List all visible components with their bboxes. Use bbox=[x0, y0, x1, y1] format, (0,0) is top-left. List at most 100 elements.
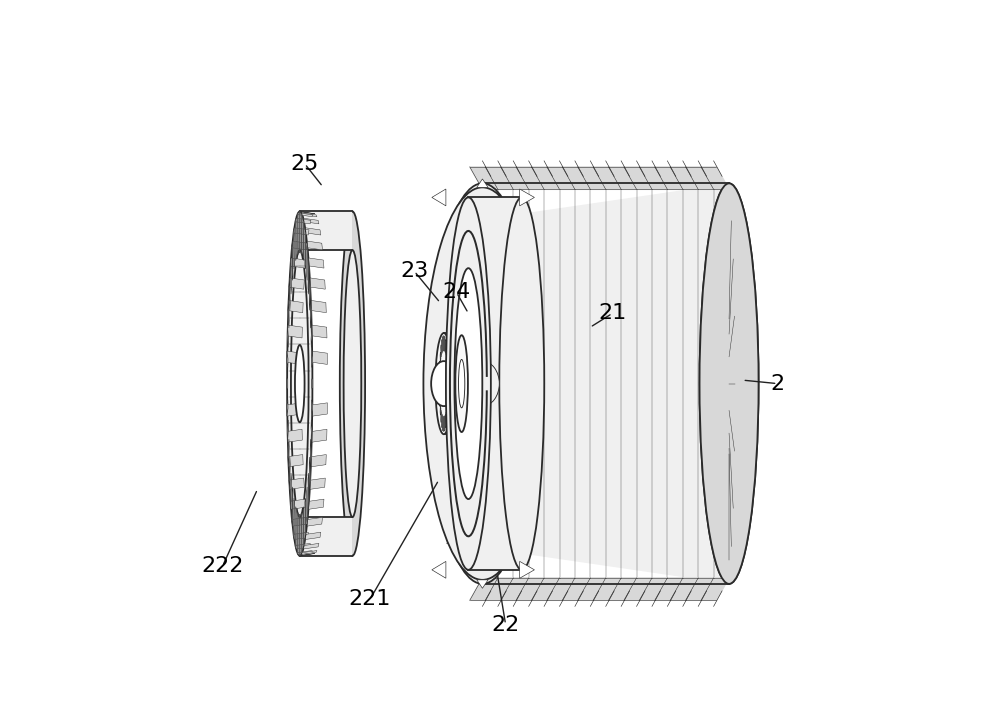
Polygon shape bbox=[624, 578, 652, 601]
Polygon shape bbox=[438, 279, 442, 287]
Polygon shape bbox=[312, 400, 313, 416]
Polygon shape bbox=[516, 167, 544, 189]
Polygon shape bbox=[593, 167, 621, 189]
Polygon shape bbox=[701, 167, 729, 189]
Polygon shape bbox=[470, 167, 498, 189]
Polygon shape bbox=[531, 167, 560, 189]
Text: 2: 2 bbox=[770, 374, 785, 394]
Polygon shape bbox=[312, 325, 327, 338]
Polygon shape bbox=[452, 227, 455, 232]
Ellipse shape bbox=[429, 183, 536, 584]
Polygon shape bbox=[305, 498, 306, 539]
Polygon shape bbox=[292, 517, 307, 526]
Polygon shape bbox=[468, 197, 522, 570]
Text: 24: 24 bbox=[442, 282, 471, 302]
Polygon shape bbox=[609, 578, 637, 601]
Polygon shape bbox=[670, 167, 698, 189]
Polygon shape bbox=[287, 325, 288, 347]
Polygon shape bbox=[686, 578, 714, 601]
Polygon shape bbox=[578, 578, 606, 601]
Ellipse shape bbox=[454, 268, 482, 499]
Polygon shape bbox=[293, 498, 295, 539]
Polygon shape bbox=[301, 551, 317, 555]
Polygon shape bbox=[312, 429, 327, 442]
Polygon shape bbox=[310, 439, 312, 467]
Polygon shape bbox=[547, 578, 575, 601]
Polygon shape bbox=[520, 189, 534, 206]
Polygon shape bbox=[432, 189, 446, 206]
Ellipse shape bbox=[488, 253, 519, 514]
Text: 23: 23 bbox=[400, 261, 428, 281]
Polygon shape bbox=[444, 361, 482, 406]
Ellipse shape bbox=[455, 335, 468, 432]
Polygon shape bbox=[303, 218, 319, 224]
Polygon shape bbox=[290, 473, 292, 509]
Polygon shape bbox=[299, 553, 315, 555]
Text: 22: 22 bbox=[491, 615, 520, 634]
Polygon shape bbox=[287, 351, 288, 367]
Ellipse shape bbox=[458, 360, 465, 408]
Polygon shape bbox=[311, 325, 312, 347]
Polygon shape bbox=[470, 578, 498, 601]
Polygon shape bbox=[303, 543, 319, 549]
Polygon shape bbox=[295, 507, 296, 549]
Polygon shape bbox=[309, 457, 310, 489]
Polygon shape bbox=[293, 228, 295, 269]
Polygon shape bbox=[309, 499, 324, 509]
Polygon shape bbox=[562, 167, 590, 189]
Polygon shape bbox=[312, 403, 327, 416]
Polygon shape bbox=[639, 167, 667, 189]
Polygon shape bbox=[444, 333, 479, 434]
Polygon shape bbox=[295, 218, 311, 224]
Ellipse shape bbox=[431, 361, 456, 406]
Polygon shape bbox=[485, 167, 513, 189]
Polygon shape bbox=[287, 429, 302, 442]
Polygon shape bbox=[305, 532, 321, 539]
Polygon shape bbox=[310, 478, 325, 489]
Polygon shape bbox=[501, 167, 529, 189]
Polygon shape bbox=[609, 167, 637, 189]
Polygon shape bbox=[305, 228, 306, 269]
Polygon shape bbox=[289, 478, 304, 489]
Polygon shape bbox=[310, 278, 325, 289]
Polygon shape bbox=[311, 455, 326, 467]
Polygon shape bbox=[516, 578, 544, 601]
Text: 222: 222 bbox=[201, 556, 244, 577]
Ellipse shape bbox=[340, 211, 365, 555]
Polygon shape bbox=[288, 439, 289, 467]
Polygon shape bbox=[287, 325, 302, 338]
Polygon shape bbox=[701, 578, 729, 601]
Polygon shape bbox=[432, 561, 446, 578]
Ellipse shape bbox=[287, 211, 312, 555]
Polygon shape bbox=[562, 578, 590, 601]
Polygon shape bbox=[487, 195, 490, 196]
Polygon shape bbox=[300, 211, 352, 250]
Polygon shape bbox=[295, 218, 296, 260]
Polygon shape bbox=[290, 258, 306, 268]
Polygon shape bbox=[520, 561, 534, 578]
Polygon shape bbox=[430, 348, 436, 357]
Polygon shape bbox=[655, 167, 683, 189]
Polygon shape bbox=[308, 258, 309, 294]
Polygon shape bbox=[293, 228, 309, 235]
Polygon shape bbox=[287, 403, 302, 416]
Polygon shape bbox=[501, 578, 529, 601]
Polygon shape bbox=[295, 543, 311, 549]
Ellipse shape bbox=[446, 263, 519, 504]
Polygon shape bbox=[289, 278, 290, 310]
Polygon shape bbox=[670, 578, 698, 601]
Polygon shape bbox=[312, 351, 327, 365]
Polygon shape bbox=[477, 580, 488, 589]
Polygon shape bbox=[289, 457, 290, 489]
Polygon shape bbox=[306, 241, 308, 280]
Polygon shape bbox=[446, 543, 460, 548]
Polygon shape bbox=[308, 473, 309, 509]
Polygon shape bbox=[287, 351, 302, 365]
Polygon shape bbox=[309, 278, 310, 310]
Polygon shape bbox=[288, 455, 303, 467]
Polygon shape bbox=[293, 532, 309, 539]
Ellipse shape bbox=[466, 361, 499, 406]
Polygon shape bbox=[288, 301, 303, 313]
Polygon shape bbox=[303, 507, 304, 549]
Ellipse shape bbox=[423, 187, 541, 580]
